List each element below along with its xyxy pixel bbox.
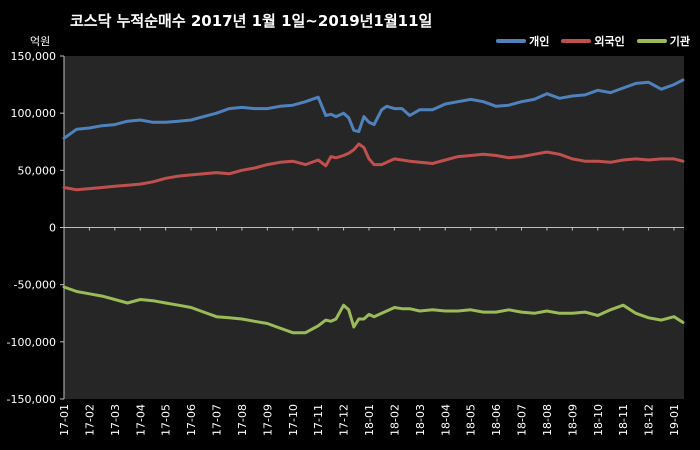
- legend-swatch-individual: [496, 39, 527, 43]
- x-tick-label: 18-09: [566, 404, 579, 436]
- x-tick-label: 17-05: [160, 404, 173, 436]
- series-line-foreigner: [62, 142, 685, 192]
- x-tick-label: 18-01: [363, 404, 376, 436]
- y-tick-label: -50,000: [14, 279, 56, 292]
- x-tick-label: 18-04: [439, 404, 452, 436]
- x-tick-label: 17-03: [109, 404, 122, 436]
- x-tick-label: 18-10: [592, 404, 605, 436]
- legend-label-individual: 개인: [529, 35, 550, 48]
- x-tick-label: 18-02: [388, 404, 401, 436]
- x-tick-label: 18-07: [516, 404, 529, 436]
- x-tick-label: 19-01: [668, 404, 681, 436]
- y-axis-unit-label: 억원: [30, 35, 51, 48]
- series-line-individual: [62, 78, 685, 140]
- x-tick-label: 18-06: [490, 404, 503, 436]
- chart-title: 코스닥 누적순매수 2017년 1월 1일~2019년1월11일: [70, 12, 433, 30]
- x-tick-label: 17-02: [83, 404, 96, 436]
- legend-item-individual: 개인: [496, 33, 549, 49]
- x-tick-label: 17-04: [134, 404, 147, 436]
- x-tick-label: 17-07: [211, 404, 224, 436]
- y-tick-label: 100,000: [11, 107, 57, 120]
- legend-swatch-institution: [636, 39, 667, 43]
- y-tick-label: 50,000: [18, 164, 57, 177]
- x-tick-label: 17-06: [185, 404, 198, 436]
- legend-swatch-foreigner: [561, 39, 592, 43]
- x-tick-label: 17-01: [58, 404, 71, 436]
- x-tick-label: 17-12: [338, 404, 351, 436]
- legend-label-institution: 기관: [669, 35, 690, 48]
- legend-item-institution: 기관: [636, 33, 690, 49]
- x-tick-label: 17-09: [261, 404, 274, 436]
- x-tick-label: 17-08: [236, 404, 249, 436]
- legend-label-foreigner: 외국인: [594, 35, 625, 48]
- x-tick-label: 18-08: [541, 404, 554, 436]
- x-tick-label: 18-12: [643, 404, 656, 436]
- x-tick-label: 17-10: [287, 404, 300, 436]
- series-line-institution: [62, 285, 685, 335]
- y-tick-label: 150,000: [11, 50, 57, 63]
- x-tick-label: 17-11: [312, 404, 325, 436]
- y-tick-label: 0: [49, 222, 56, 235]
- legend-item-foreigner: 외국인: [561, 33, 625, 49]
- y-tick-label: -150,000: [7, 393, 56, 406]
- y-tick-label: -100,000: [7, 336, 56, 349]
- x-tick-label: 18-11: [617, 404, 630, 436]
- legend: 개인 외국인 기관: [496, 33, 690, 49]
- x-tick-label: 18-03: [414, 404, 427, 436]
- x-tick-label: 18-05: [465, 404, 478, 436]
